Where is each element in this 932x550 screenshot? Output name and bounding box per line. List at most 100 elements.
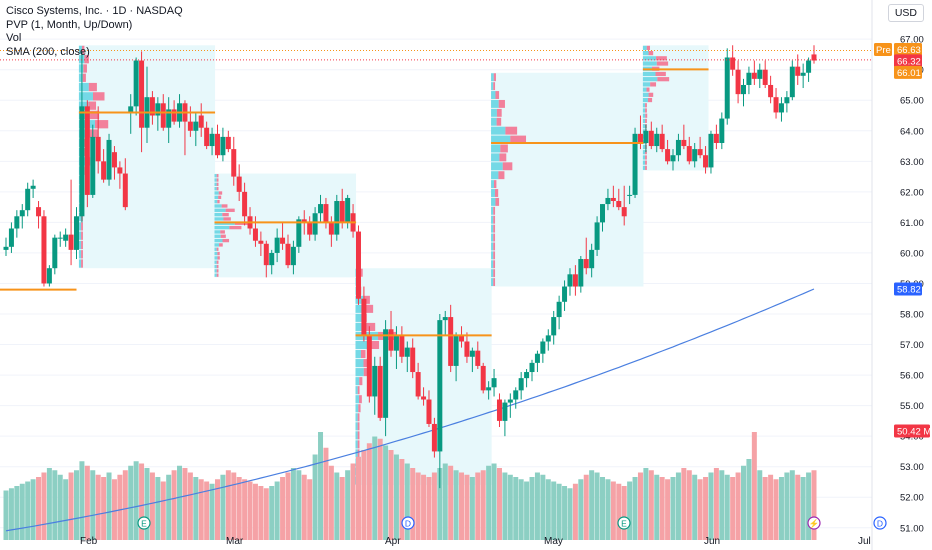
volume-bar	[236, 477, 242, 540]
profile-row-up	[642, 97, 648, 103]
event-marker[interactable]: ⚡	[807, 516, 821, 530]
volume-bar	[139, 463, 145, 540]
profile-row-up	[491, 117, 497, 126]
candles	[3, 45, 817, 489]
price-tick-label: 65.00	[900, 96, 924, 107]
volume-bar	[491, 463, 497, 540]
volume-bar	[469, 477, 475, 540]
candle	[708, 130, 714, 174]
candle-body	[659, 133, 665, 150]
candle	[415, 362, 421, 400]
volume-bar	[648, 470, 654, 540]
profile-row-down	[657, 77, 670, 82]
profile-row-down	[361, 350, 366, 359]
profile-row-down	[216, 269, 219, 273]
candle-body	[252, 228, 258, 241]
candle-body	[73, 216, 79, 250]
candle-body	[486, 387, 492, 391]
profile-row-up	[214, 234, 221, 238]
legend-pvp[interactable]: PVP (1, Month, Up/Down)	[6, 18, 133, 31]
volume-bar	[730, 477, 736, 540]
volume-bar	[122, 470, 128, 540]
profile-row-down	[358, 404, 361, 413]
event-marker[interactable]: D	[873, 516, 887, 530]
candle-body	[415, 372, 421, 397]
event-marker[interactable]: E	[617, 516, 631, 530]
volume-bar	[426, 477, 432, 540]
price-tick-label: 62.00	[900, 187, 924, 198]
volume-bar	[388, 450, 394, 540]
price-tag-value: 66.32	[897, 56, 921, 67]
profile-row-down	[220, 230, 225, 234]
candle-body	[681, 139, 687, 147]
volume-bar	[757, 470, 763, 540]
candle-body	[128, 106, 134, 113]
event-marker[interactable]: E	[137, 516, 151, 530]
volume-bar	[84, 465, 90, 540]
profile-row-up	[355, 340, 369, 350]
candle-body	[627, 194, 633, 196]
candle	[307, 216, 313, 241]
candle-body	[605, 197, 611, 205]
volume-bar	[735, 472, 741, 540]
candle-body	[811, 54, 817, 61]
candle	[811, 45, 817, 64]
volume-bar	[366, 443, 372, 540]
volume-bar	[177, 465, 183, 540]
volume-bar	[334, 472, 340, 540]
candle-body	[442, 317, 448, 321]
price-tag: 66.32	[894, 54, 922, 68]
profile-row-down	[84, 55, 89, 64]
legend-vol[interactable]: Vol	[6, 32, 22, 44]
profile-row-up	[491, 73, 494, 82]
price-tick-label: 60.00	[900, 248, 924, 259]
volume-bar	[800, 477, 806, 540]
candle	[84, 100, 90, 208]
candle-body	[637, 133, 643, 143]
currency-button[interactable]: USD	[887, 4, 924, 22]
volume-bar	[784, 472, 790, 540]
volume-bar	[25, 481, 31, 540]
candle-body	[323, 204, 329, 223]
profile-row-down	[495, 91, 500, 99]
volume-bar	[3, 490, 9, 540]
candle	[290, 240, 296, 275]
candle-body	[361, 298, 367, 336]
volume-bar	[724, 474, 730, 540]
candle-body	[730, 57, 736, 70]
candle-body	[670, 155, 676, 162]
volume-bar	[513, 477, 519, 540]
candle	[589, 243, 595, 278]
candle	[280, 222, 286, 250]
event-marker[interactable]: D	[401, 516, 415, 530]
price-tag-bg	[894, 54, 922, 68]
candle	[95, 106, 101, 174]
candle-body	[713, 133, 719, 143]
profile-row-up	[355, 377, 360, 386]
profile-row-up	[491, 215, 494, 224]
profile-row-up	[491, 144, 501, 153]
candle	[318, 194, 324, 223]
profile-row-up	[214, 178, 217, 182]
volume-bar	[589, 470, 595, 540]
candle-body	[572, 274, 578, 287]
volume-bar	[231, 472, 237, 540]
legend-sma[interactable]: SMA (200, close)	[6, 45, 90, 58]
candle-body	[95, 136, 101, 162]
candle	[648, 121, 654, 150]
profile-row-up	[491, 189, 495, 197]
profile-row-up	[214, 247, 217, 251]
candle	[285, 234, 291, 269]
legend-title[interactable]: Cisco Systems, Inc. · 1D · NASDAQ	[6, 5, 183, 17]
volume-bar	[686, 470, 692, 540]
candle	[480, 362, 486, 394]
candle-body	[724, 57, 730, 119]
profile-row-down	[493, 278, 496, 287]
volume-bar	[204, 481, 210, 540]
profile-row-down	[493, 82, 496, 91]
price-tick-label: 53.00	[900, 462, 924, 473]
candle	[703, 146, 709, 174]
profile-row-up	[642, 50, 649, 56]
candle	[654, 127, 660, 153]
